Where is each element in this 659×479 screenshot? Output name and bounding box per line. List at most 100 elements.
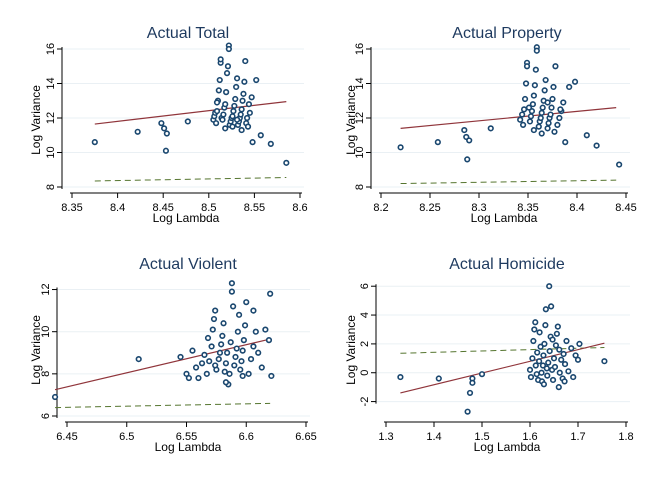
- x-axis-label: Log Lambda: [155, 440, 222, 454]
- data-point: [231, 362, 238, 369]
- y-tick-label: 2: [359, 341, 371, 347]
- y-tick-label: 10: [45, 146, 57, 158]
- data-point: [233, 345, 240, 352]
- data-point: [535, 123, 542, 130]
- data-point: [566, 83, 573, 91]
- chart-title: Actual Homicide: [449, 256, 565, 273]
- data-point: [538, 109, 545, 116]
- data-point: [554, 121, 561, 128]
- data-point: [222, 101, 229, 108]
- data-point: [212, 307, 219, 314]
- x-tick-label: 6.5: [119, 431, 134, 443]
- data-point: [238, 106, 245, 113]
- data-point: [216, 349, 224, 356]
- data-point: [546, 283, 553, 290]
- data-point: [233, 75, 241, 82]
- data-point: [572, 352, 579, 359]
- data-point: [530, 337, 537, 345]
- data-point: [231, 102, 238, 110]
- data-point: [525, 104, 533, 111]
- data-point: [533, 47, 540, 54]
- data-point: [539, 362, 547, 369]
- data-point: [258, 364, 265, 371]
- data-point: [549, 95, 556, 103]
- data-point: [556, 114, 563, 122]
- data-point: [557, 106, 564, 113]
- data-point: [218, 341, 225, 348]
- plot-area: 8 10 12 14 16 8.2 8.25 8.3 8.35 8.4 8.45: [354, 43, 637, 214]
- data-point: [246, 109, 253, 116]
- y-tick-label: 12: [354, 112, 366, 124]
- data-point: [532, 66, 539, 73]
- fit-line: [94, 101, 287, 125]
- data-point: [553, 330, 560, 337]
- data-point: [210, 315, 218, 323]
- x-tick-label: 8.45: [152, 202, 173, 214]
- y-tick-label: 8: [45, 184, 57, 190]
- data-point: [189, 347, 196, 354]
- plot-area: 8 10 12 14 16 8.35 8.4 8.45 8.5 8.55 8.6: [45, 42, 308, 214]
- data-point: [545, 120, 552, 127]
- data-point: [223, 70, 231, 77]
- data-point: [552, 342, 560, 349]
- data-point: [215, 355, 222, 363]
- data-point: [230, 303, 237, 310]
- x-tick-label: 8.4: [569, 202, 584, 214]
- data-point: [558, 356, 565, 363]
- data-point: [239, 347, 246, 354]
- data-point: [616, 161, 623, 168]
- data-point: [233, 116, 241, 123]
- y-axis-label: Log Variance: [344, 85, 358, 155]
- data-point: [568, 345, 575, 352]
- chart-title: Actual Violent: [139, 256, 237, 273]
- x-axis-label: Log Lambda: [474, 440, 541, 454]
- x-tick-label: 1.8: [618, 431, 633, 443]
- data-point: [243, 299, 250, 306]
- y-axis-label: Log Variance: [29, 85, 43, 155]
- data-point: [222, 360, 230, 367]
- data-point: [220, 111, 227, 118]
- x-tick-label: 1.6: [522, 431, 537, 443]
- data-point: [238, 126, 245, 134]
- data-point: [544, 372, 551, 379]
- data-point: [204, 334, 212, 342]
- reference-dashed-line: [94, 177, 287, 182]
- data-point: [521, 95, 529, 103]
- y-tick-label: 8: [40, 371, 52, 377]
- data-point: [533, 371, 540, 378]
- data-point: [542, 322, 549, 329]
- data-point: [201, 351, 208, 358]
- x-tick-label: 8.6: [292, 202, 307, 214]
- data-point: [244, 114, 251, 122]
- x-tick-label: 1.5: [474, 431, 489, 443]
- data-point: [537, 114, 544, 122]
- x-tick-label: 1.4: [426, 431, 441, 443]
- data-point: [241, 322, 249, 329]
- data-point: [177, 353, 184, 361]
- data-point: [224, 349, 231, 356]
- data-point: [548, 303, 555, 310]
- data-point: [216, 76, 223, 84]
- data-point: [234, 328, 241, 335]
- data-point: [464, 156, 471, 163]
- data-point: [531, 326, 538, 333]
- data-point: [541, 87, 548, 94]
- data-point: [548, 104, 555, 111]
- fit-line: [400, 107, 617, 129]
- x-tick-label: 1.7: [570, 431, 585, 443]
- x-tick-label: 6.55: [176, 431, 197, 443]
- data-point: [240, 90, 247, 97]
- data-point: [232, 353, 239, 361]
- plot-area: -2 0 2 4 6 1.3 1.4 1.5 1.6 1.7 1.8: [359, 283, 634, 443]
- data-point: [478, 371, 486, 378]
- data-point: [219, 116, 226, 123]
- x-tick-label: 8.3: [471, 202, 486, 214]
- data-point: [267, 140, 274, 147]
- x-tick-label: 8.4: [110, 202, 125, 214]
- data-point: [268, 372, 275, 380]
- data-point: [537, 343, 544, 350]
- data-point: [466, 137, 473, 144]
- fit-line: [400, 342, 605, 394]
- data-point: [543, 365, 550, 372]
- data-point: [520, 106, 528, 113]
